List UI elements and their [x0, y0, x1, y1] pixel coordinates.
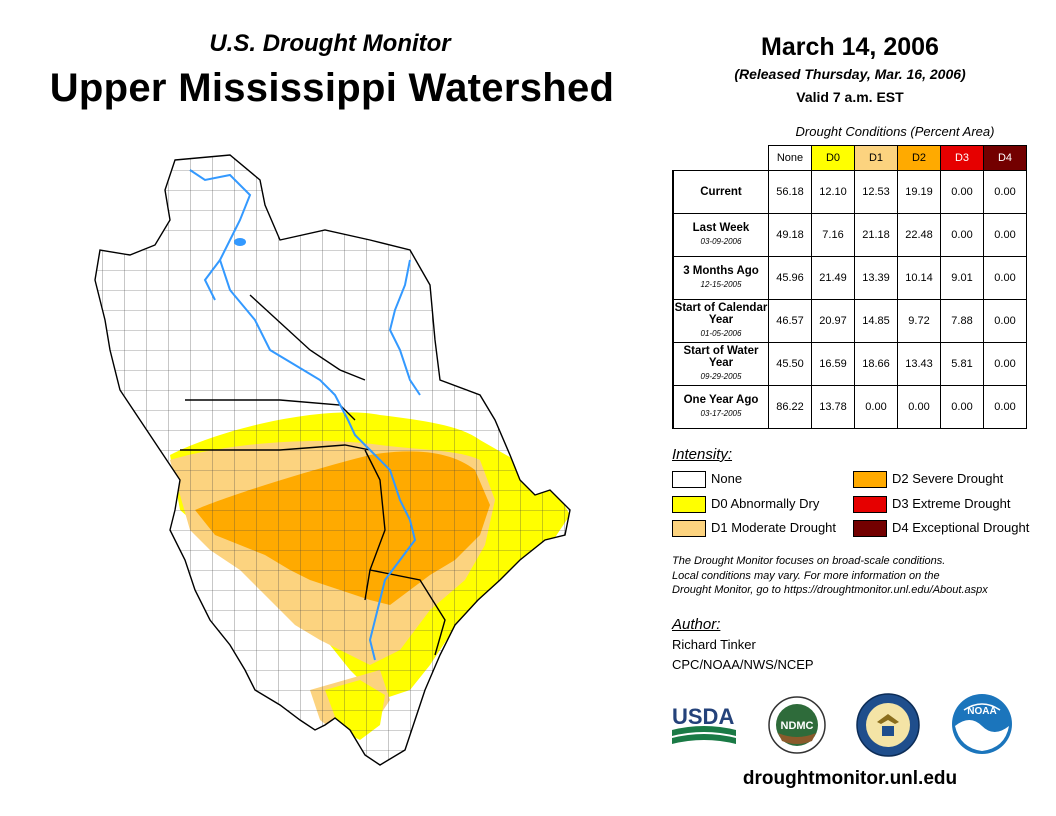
table-cell: 0.00 — [940, 213, 984, 257]
row-label: One Year Ago 03-17-2005 — [672, 385, 769, 429]
release-date: (Released Thursday, Mar. 16, 2006) — [734, 66, 966, 82]
svg-text:NDMC: NDMC — [781, 720, 814, 732]
table-cell: 12.10 — [811, 170, 855, 214]
table-cell: 0.00 — [983, 385, 1027, 429]
table-cell: 13.43 — [897, 342, 941, 386]
usda-logo: USDA — [672, 704, 736, 744]
website-link[interactable]: droughtmonitor.unl.edu — [742, 768, 958, 789]
lake-icon — [234, 238, 246, 246]
column-header-d3: D3 — [940, 145, 984, 171]
ndmc-logo: NDMC — [768, 696, 826, 754]
table-header-row: None D0 D1 D2 D3 D4 — [673, 145, 1027, 171]
row-label: 3 Months Ago 12-15-2005 — [672, 256, 769, 300]
table-cell: 10.14 — [897, 256, 941, 300]
legend-swatch-d1 — [672, 520, 706, 537]
table-cell: 0.00 — [983, 342, 1027, 386]
legend-swatch-d4 — [853, 520, 887, 537]
table-cell: 86.22 — [768, 385, 812, 429]
table-cell: 49.18 — [768, 213, 812, 257]
state-boundaries — [94, 154, 571, 766]
table-cell: 0.00 — [854, 385, 898, 429]
table-row: Current 56.18 12.10 12.53 19.19 0.00 0.0… — [672, 170, 1027, 214]
column-header-d1: D1 — [854, 145, 898, 171]
table-cell: 13.78 — [811, 385, 855, 429]
table-cell: 21.49 — [811, 256, 855, 300]
table-cell: 56.18 — [768, 170, 812, 214]
note-line: Drought Monitor, go to https://droughtmo… — [672, 584, 988, 596]
note-line: The Drought Monitor focuses on broad-sca… — [672, 555, 946, 567]
legend-swatch-d2 — [853, 471, 887, 488]
map-title: Upper Mississippi Watershed — [49, 66, 615, 110]
row-label: Start of Water Year 09-29-2005 — [672, 342, 769, 386]
column-header-d0: D0 — [811, 145, 855, 171]
legend-heading: Intensity: — [672, 446, 733, 463]
drought-conditions-table: None D0 D1 D2 D3 D4 Current 56.18 12.10 … — [672, 145, 1027, 429]
table-cell: 12.53 — [854, 170, 898, 214]
legend-swatch-d3 — [853, 496, 887, 513]
legend-label-d4: D4 Exceptional Drought — [892, 520, 1030, 535]
table-cell: 0.00 — [983, 299, 1027, 343]
drought-monitor-note: The Drought Monitor focuses on broad-sca… — [672, 554, 1042, 598]
legend-label-d2: D2 Severe Drought — [892, 471, 1004, 486]
column-header-none: None — [768, 145, 812, 171]
table-cell: 0.00 — [983, 213, 1027, 257]
table-cell: 20.97 — [811, 299, 855, 343]
column-header-d4: D4 — [983, 145, 1027, 171]
table-row: 3 Months Ago 12-15-2005 45.96 21.49 13.39… — [672, 256, 1027, 300]
note-line: Local conditions may vary. For more info… — [672, 569, 940, 582]
watershed-map — [94, 154, 571, 766]
legend-label-d0: D0 Abnormally Dry — [711, 496, 820, 511]
commerce-seal-icon — [856, 693, 920, 757]
map-date: March 14, 2006 — [761, 33, 939, 61]
table-cell: 0.00 — [983, 170, 1027, 214]
legend-label-none: None — [711, 471, 743, 486]
table-cell: 19.19 — [897, 170, 941, 214]
table-row: One Year Ago 03-17-2005 86.22 13.78 0.00 … — [672, 385, 1027, 429]
table-cell: 0.00 — [940, 170, 984, 214]
table-caption: Drought Conditions (Percent Area) — [795, 124, 995, 139]
table-cell: 22.48 — [897, 213, 941, 257]
svg-text:USDA: USDA — [672, 704, 734, 729]
table-cell: 45.96 — [768, 256, 812, 300]
row-label: Start of Calendar Year 01-05-2006 — [672, 299, 769, 343]
author-org: CPC/NOAA/NWS/NCEP — [672, 657, 814, 672]
legend-label-d3: D3 Extreme Drought — [892, 496, 1011, 511]
row-label: Current — [672, 170, 769, 214]
table-cell: 16.59 — [811, 342, 855, 386]
legend-label-d1: D1 Moderate Drought — [711, 520, 837, 535]
table-cell: 18.66 — [854, 342, 898, 386]
table-cell: 13.39 — [854, 256, 898, 300]
table-cell: 5.81 — [940, 342, 984, 386]
legend-swatch-d0 — [672, 496, 706, 513]
table-row: Start of Water Year 09-29-2005 45.50 16.5… — [672, 342, 1027, 386]
table-row: Last Week 03-09-2006 49.18 7.16 21.18 22.… — [672, 213, 1027, 257]
map-subtitle: U.S. Drought Monitor — [209, 30, 451, 57]
table-cell: 46.57 — [768, 299, 812, 343]
table-row: Start of Calendar Year 01-05-2006 46.57 2… — [672, 299, 1027, 343]
author-name: Richard Tinker — [672, 637, 756, 652]
svg-text:NOAA: NOAA — [967, 706, 996, 717]
valid-time: Valid 7 a.m. EST — [796, 89, 904, 105]
table-cell: 7.88 — [940, 299, 984, 343]
noaa-logo: NOAA — [952, 694, 1012, 754]
table-cell: 0.00 — [940, 385, 984, 429]
table-cell: 21.18 — [854, 213, 898, 257]
legend-swatch-none — [672, 471, 706, 488]
table-cell: 7.16 — [811, 213, 855, 257]
column-header-d2: D2 — [897, 145, 941, 171]
table-cell: 45.50 — [768, 342, 812, 386]
author-heading: Author: — [672, 616, 721, 633]
table-cell: 14.85 — [854, 299, 898, 343]
table-cell: 9.72 — [897, 299, 941, 343]
table-cell: 0.00 — [897, 385, 941, 429]
rivers — [189, 169, 421, 661]
table-cell: 9.01 — [940, 256, 984, 300]
table-cell: 0.00 — [983, 256, 1027, 300]
row-label: Last Week 03-09-2006 — [672, 213, 769, 257]
